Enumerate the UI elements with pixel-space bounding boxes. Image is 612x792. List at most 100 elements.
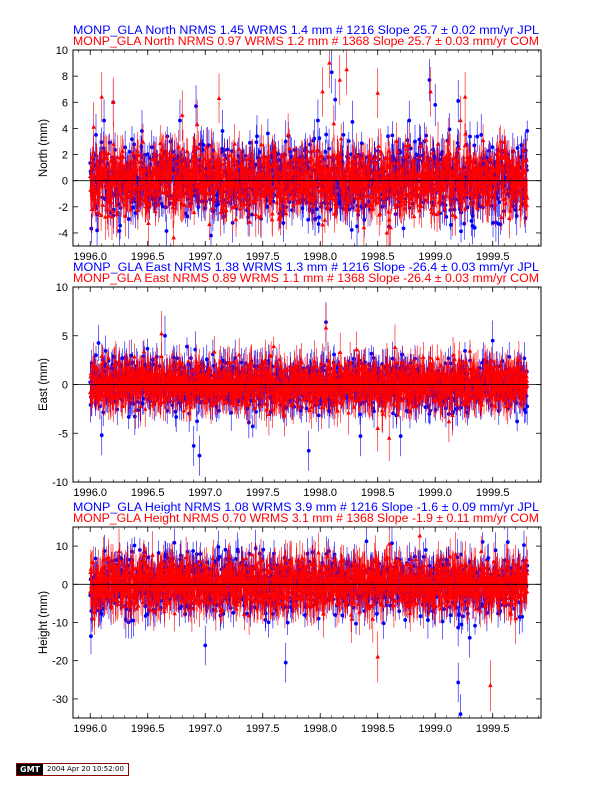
data-point [367, 154, 372, 159]
data-point [276, 169, 281, 174]
data-point [450, 198, 455, 203]
data-point [319, 193, 324, 198]
data-point [146, 220, 151, 225]
data-point [140, 196, 145, 201]
data-point [118, 223, 122, 228]
data-point [410, 202, 415, 206]
data-point [475, 205, 480, 210]
data-point [185, 214, 190, 219]
data-point [487, 193, 492, 198]
data-point [410, 158, 416, 163]
data-point [472, 225, 477, 230]
data-point [489, 185, 494, 190]
data-point [156, 202, 161, 207]
data-point [334, 204, 340, 209]
data-point [368, 184, 373, 189]
data-point [182, 202, 187, 207]
data-point [405, 146, 410, 151]
panel-1: MONP_GLA North NRMS 1.45 WRMS 1.4 mm # 1… [38, 25, 542, 263]
data-point [401, 226, 406, 231]
data-point [418, 141, 423, 146]
data-point [471, 194, 477, 199]
data-point [236, 146, 242, 151]
data-point [401, 191, 406, 196]
data-point [153, 208, 158, 214]
data-point [233, 216, 239, 222]
data-point [191, 209, 197, 215]
data-point [462, 171, 467, 176]
data-point [152, 157, 158, 162]
data-point [269, 217, 275, 222]
data-point [149, 157, 155, 162]
data-point [433, 102, 438, 107]
data-point [496, 221, 501, 226]
data-point [304, 156, 310, 161]
data-point [175, 197, 181, 202]
data-point [362, 217, 367, 222]
data-point [398, 165, 404, 170]
data-point [100, 202, 106, 207]
data-point [89, 226, 94, 231]
data-point [441, 187, 447, 192]
data-point [266, 197, 272, 202]
data-point [366, 152, 372, 157]
data-point [222, 156, 227, 161]
data-point [377, 211, 383, 216]
data-point [128, 207, 134, 212]
data-point [208, 176, 214, 181]
data-point [490, 145, 495, 150]
data-point [237, 206, 243, 211]
data-point [316, 170, 322, 175]
data-point [432, 211, 437, 216]
data-point [230, 159, 236, 164]
data-point [282, 191, 288, 197]
data-point [435, 141, 441, 146]
data-point [303, 146, 308, 150]
data-point [268, 185, 274, 190]
data-point [436, 199, 442, 204]
data-point [378, 151, 384, 156]
data-point [402, 206, 407, 211]
data-point [443, 193, 448, 198]
data-point [348, 190, 353, 195]
data-point [463, 131, 468, 136]
data-point [330, 192, 335, 198]
data-point [430, 150, 435, 155]
data-point [355, 224, 359, 229]
data-point [104, 207, 110, 212]
data-point [248, 140, 252, 145]
data-point [126, 217, 131, 221]
data-point [478, 189, 483, 194]
data-point [372, 170, 378, 175]
data-point [311, 148, 316, 153]
data-point [157, 151, 163, 157]
data-point [449, 222, 453, 227]
data-point [428, 206, 434, 211]
data-point [140, 129, 144, 133]
data-point [333, 172, 339, 177]
data-point [106, 150, 111, 156]
data-point [333, 97, 338, 102]
data-point [429, 209, 434, 214]
data-point [338, 136, 344, 141]
data-point [305, 148, 310, 153]
data-point [385, 177, 390, 183]
data-point [209, 155, 215, 160]
data-point [255, 134, 259, 139]
data-point [487, 156, 493, 161]
data-point [362, 161, 368, 166]
data-point [220, 129, 225, 133]
data-point [293, 183, 299, 188]
data-point [211, 186, 217, 191]
data-point [456, 145, 462, 151]
data-point [461, 186, 467, 191]
data-point [338, 154, 344, 159]
data-point [418, 143, 424, 149]
data-point [322, 217, 328, 222]
data-point [180, 146, 186, 151]
data-point [110, 209, 116, 214]
data-point [444, 214, 449, 219]
data-point [447, 127, 452, 132]
data-point [525, 129, 530, 133]
data-point [407, 118, 412, 123]
